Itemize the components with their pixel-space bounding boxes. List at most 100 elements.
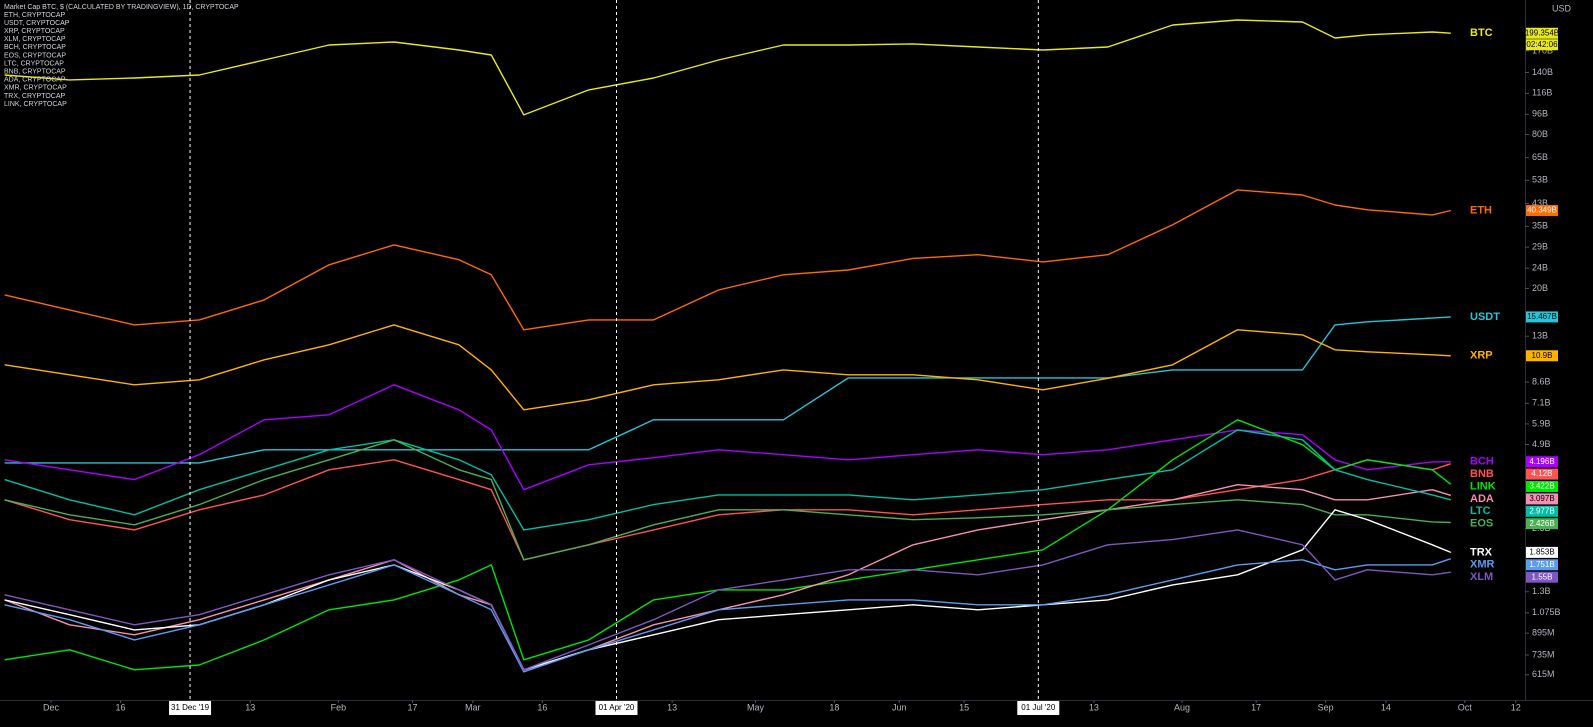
legend-title: Market Cap BTC, $ (CALCULATED BY TRADING…	[4, 4, 239, 11]
last-value-label: 10.9B	[1532, 351, 1553, 360]
y-tick-label: 895M	[1532, 628, 1555, 638]
last-value-box	[1526, 456, 1558, 468]
series-name-label: BTC	[1470, 27, 1493, 39]
series-line	[4, 324, 1451, 411]
y-tick-label: 615M	[1532, 669, 1555, 679]
last-value-box	[1526, 571, 1558, 583]
x-tick-label: Aug	[1174, 702, 1190, 712]
last-value-label: 199.354B	[1525, 28, 1559, 37]
y-tick-label: 13B	[1532, 331, 1548, 341]
last-value-box	[1526, 505, 1558, 517]
series-line	[4, 558, 1452, 673]
legend-line: EOS, CRYPTOCAP	[4, 52, 66, 59]
x-tick-label: Oct	[1458, 702, 1473, 712]
x-tick-label: Mar	[465, 702, 481, 712]
series-name-label: XLM	[1470, 571, 1493, 583]
series-name-label: ETH	[1470, 204, 1492, 216]
last-value-label: 40.349B	[1527, 206, 1557, 215]
x-tick-label: Jun	[892, 702, 907, 712]
y-tick-label: 35B	[1532, 221, 1548, 231]
series-line	[4, 529, 1451, 671]
series-name-label: LINK	[1470, 480, 1496, 492]
y-tick-label: 96B	[1532, 109, 1548, 119]
series-name-label: XRP	[1470, 350, 1493, 362]
legend-line: XMR, CRYPTOCAP	[4, 85, 67, 92]
series-line	[4, 419, 1452, 671]
x-tick-label: 18	[829, 702, 839, 712]
series-name-label: BCH	[1470, 456, 1494, 468]
last-value-label: 3.422B	[1529, 482, 1554, 491]
y-tick-label: 8.6B	[1532, 376, 1551, 386]
last-value-box	[1526, 27, 1558, 39]
legend-line: XLM, CRYPTOCAP	[4, 36, 66, 43]
last-value-box	[1526, 559, 1558, 571]
x-tick-label: 13	[667, 702, 677, 712]
series-name-label: ADA	[1470, 493, 1494, 505]
last-value-label: 3.097B	[1529, 494, 1554, 503]
legend-line: USDT, CRYPTOCAP	[4, 20, 70, 27]
x-tick-label: 14	[1381, 702, 1391, 712]
date-marker-box	[595, 701, 638, 715]
last-value-label: 1.853B	[1529, 548, 1554, 557]
x-tick-label: May	[747, 702, 765, 712]
series-line	[4, 459, 1452, 561]
y-tick-label: 29B	[1532, 242, 1548, 252]
series-name-label: XMR	[1470, 559, 1495, 571]
x-tick-label: 17	[408, 702, 418, 712]
last-value-label: 4.12B	[1532, 469, 1553, 478]
series-name-label: LTC	[1470, 505, 1491, 517]
plot-area	[4, 19, 1452, 673]
x-tick-label: Feb	[331, 702, 347, 712]
legend-line: BNB, CRYPTOCAP	[4, 69, 66, 76]
last-value-box	[1526, 480, 1558, 492]
last-value-label: 4.196B	[1529, 457, 1554, 466]
last-value-box	[1526, 311, 1558, 323]
last-value-box	[1526, 493, 1558, 505]
last-value-box	[1526, 518, 1558, 530]
series-line	[4, 429, 1451, 531]
date-marker-box	[1017, 701, 1060, 715]
x-tick-label: 31 Dec '19	[171, 703, 210, 712]
y-tick-label: 80B	[1532, 129, 1548, 139]
x-tick-label: 12	[1511, 702, 1521, 712]
countdown-label: 02:42:06	[1526, 40, 1558, 49]
last-value-box	[1526, 546, 1558, 558]
series-name-label: TRX	[1470, 546, 1493, 558]
y-tick-label: 140B	[1532, 67, 1553, 77]
date-marker-box	[169, 701, 212, 715]
x-tick-label: 17	[1251, 702, 1261, 712]
series-line	[4, 189, 1451, 331]
series-line	[4, 509, 1452, 671]
x-tick-label: 15	[959, 702, 969, 712]
x-tick-label: 01 Jul '20	[1021, 703, 1056, 712]
y-tick-label: 116B	[1532, 88, 1552, 98]
last-value-label: 15.467B	[1527, 312, 1557, 321]
y-tick-label: 43B	[1532, 198, 1548, 208]
y-tick-label: 4.9B	[1532, 439, 1551, 449]
legend-line: ADA, CRYPTOCAP	[4, 77, 66, 84]
x-tick-label: 16	[116, 702, 126, 712]
last-value-label: 1.751B	[1529, 560, 1554, 569]
legend-line: ETH, CRYPTOCAP	[4, 12, 66, 19]
y-tick-label: 1.075B	[1532, 607, 1561, 617]
y-tick-label: 65B	[1532, 152, 1548, 162]
countdown-box	[1526, 39, 1558, 51]
series-line	[4, 316, 1451, 464]
legend-line: LINK, CRYPTOCAP	[4, 101, 67, 108]
y-tick-label: 20B	[1532, 283, 1548, 293]
series-line	[4, 484, 1452, 671]
last-value-box	[1526, 205, 1558, 217]
y-tick-label: 735M	[1532, 649, 1555, 659]
last-value-label: 2.977B	[1529, 506, 1554, 515]
y-tick-label: 5.9B	[1532, 418, 1551, 428]
x-tick-label: 13	[245, 702, 255, 712]
legend-line: LTC, CRYPTOCAP	[4, 60, 64, 67]
y-tick-label: 53B	[1532, 175, 1548, 185]
last-value-box	[1526, 350, 1558, 362]
series-line	[4, 384, 1451, 491]
x-tick-label: Sep	[1318, 702, 1334, 712]
legend-line: XRP, CRYPTOCAP	[4, 28, 65, 35]
y-tick-label: 24B	[1532, 263, 1548, 273]
